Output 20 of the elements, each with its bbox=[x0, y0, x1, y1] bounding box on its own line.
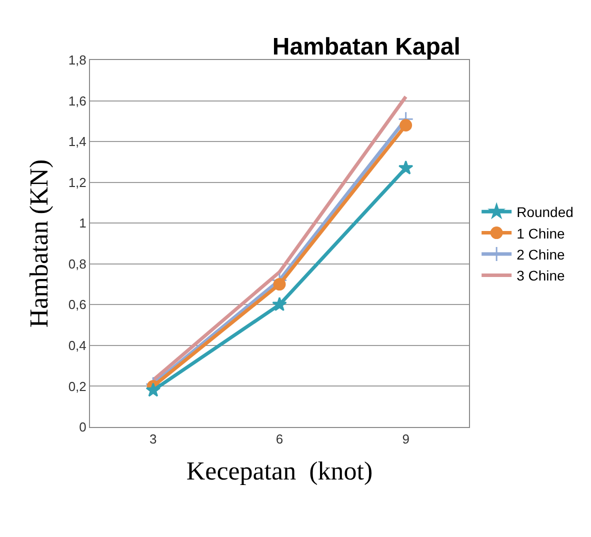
y-tick-label: 0,8 bbox=[68, 256, 86, 272]
chart-title: Hambatan Kapal bbox=[272, 33, 460, 60]
legend-label: Rounded bbox=[516, 204, 574, 220]
y-tick-label: 1,4 bbox=[68, 134, 86, 150]
x-tick-label: 9 bbox=[402, 432, 410, 447]
y-tick-label: 1,8 bbox=[68, 52, 86, 68]
y-tick-label: 0,6 bbox=[68, 297, 86, 312]
y-tick-label: 0,4 bbox=[68, 338, 86, 353]
y-tick-label: 0 bbox=[79, 420, 86, 435]
y-tick-label: 0,2 bbox=[68, 378, 86, 394]
y-tick-label: 1,6 bbox=[68, 93, 86, 108]
x-axis-title: Kecepatan (knot) bbox=[186, 456, 373, 486]
y-tick-label: 1 bbox=[79, 216, 86, 231]
legend-label: 2 Chine bbox=[516, 246, 566, 262]
y-axis-title: Hambatan (KN) bbox=[24, 159, 54, 328]
x-tick-label: 6 bbox=[276, 432, 284, 447]
x-tick-label: 3 bbox=[150, 432, 157, 447]
y-tick-label: 1,2 bbox=[68, 174, 86, 190]
legend-label: 1 Chine bbox=[516, 225, 566, 242]
legend-label: 3 Chine bbox=[516, 268, 566, 284]
